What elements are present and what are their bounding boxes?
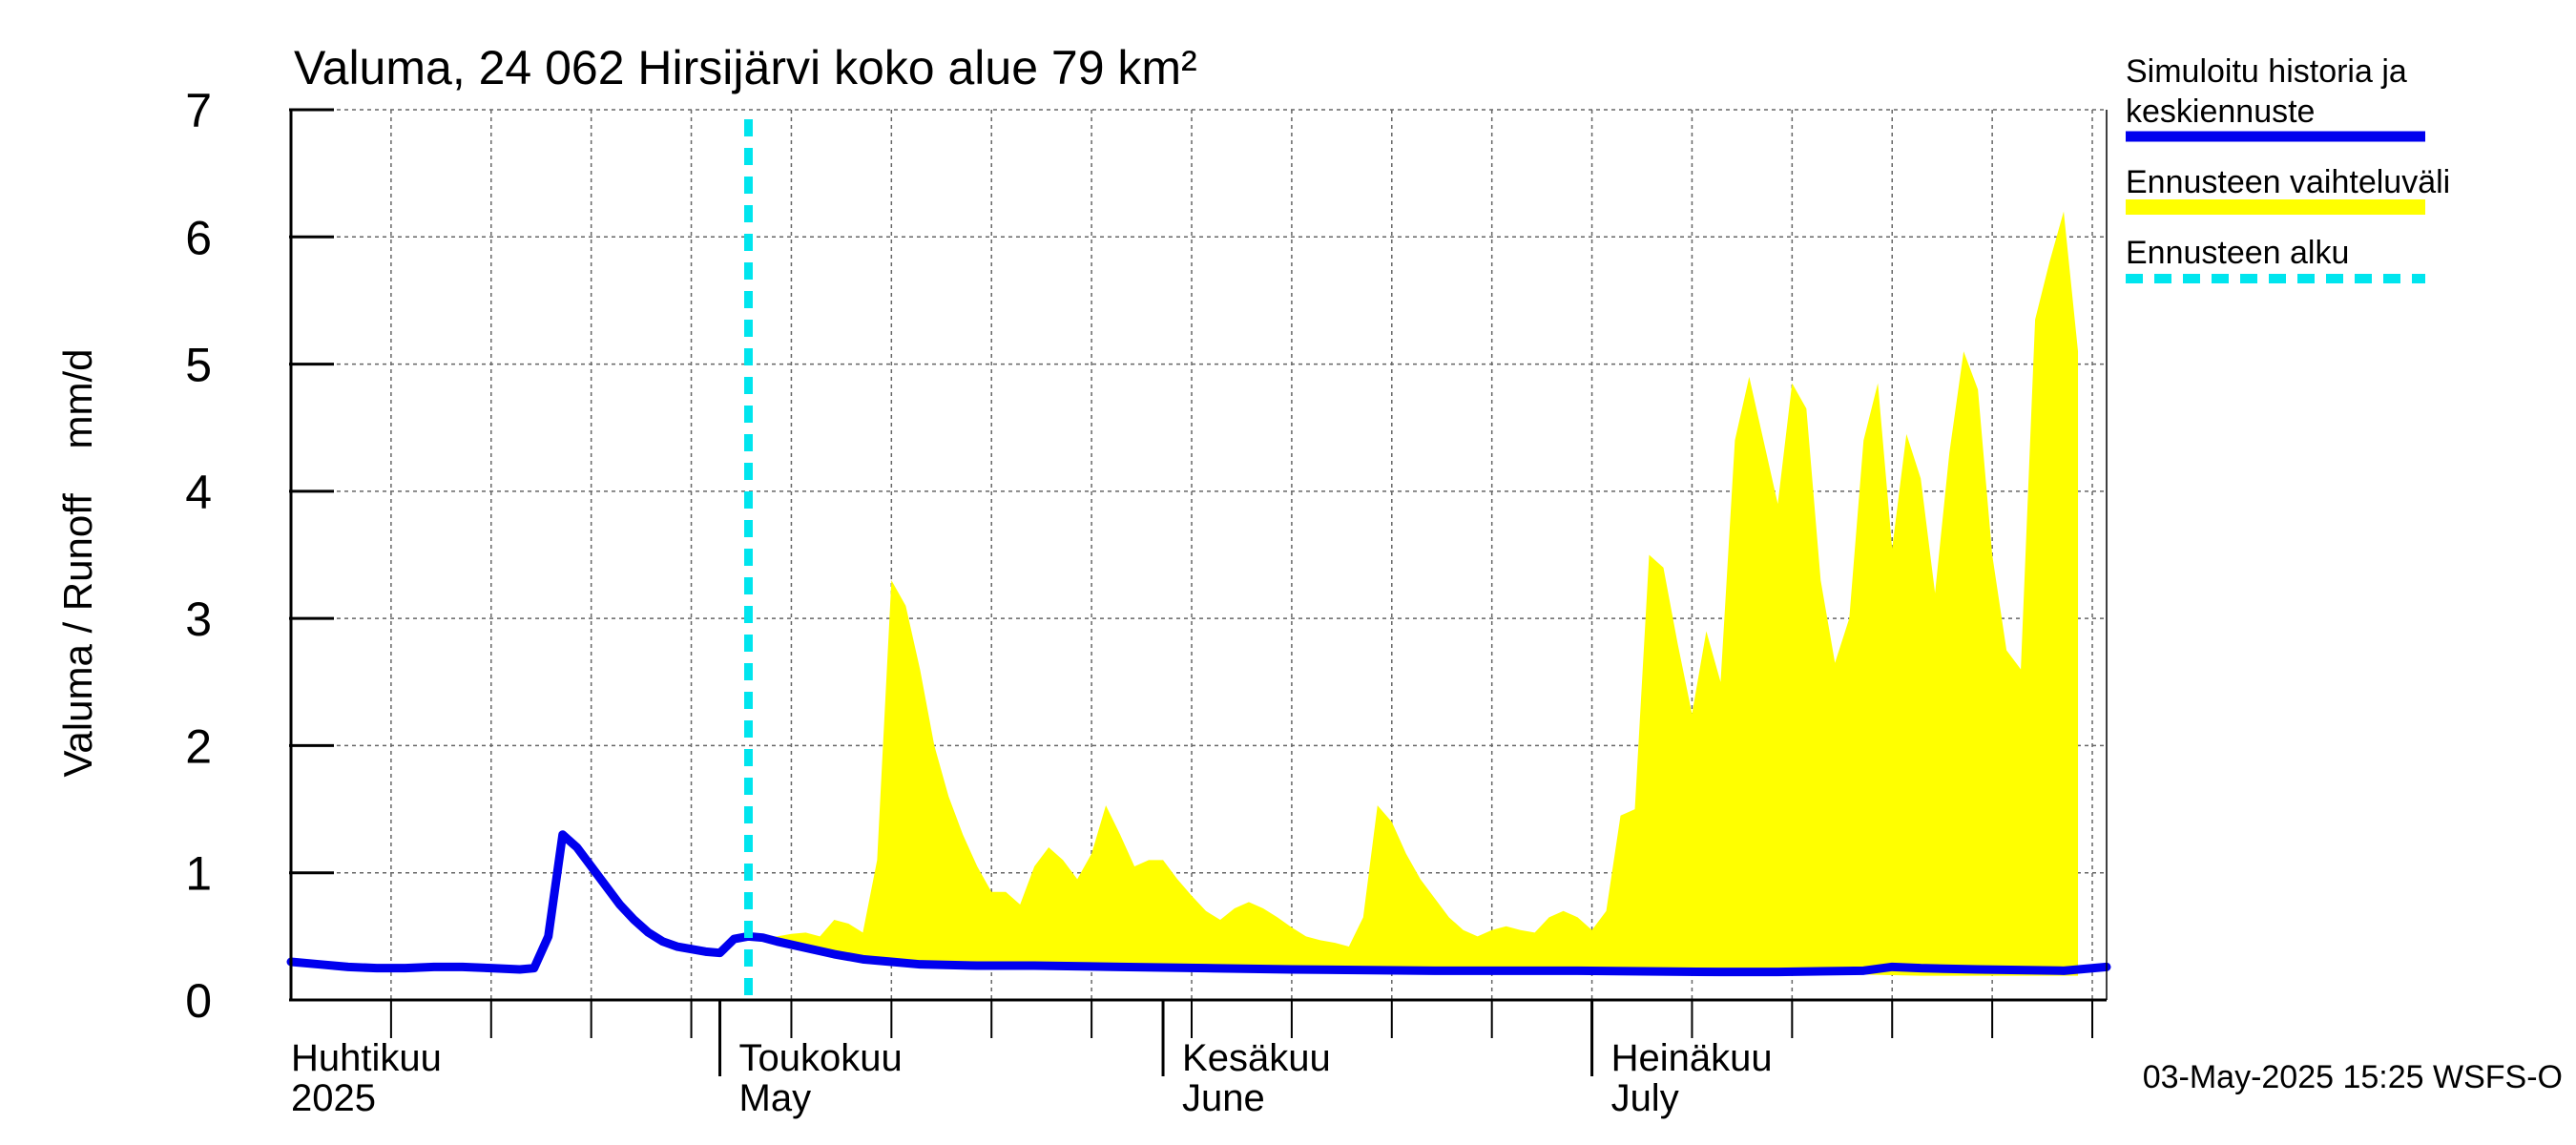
forecast-range-area [748,211,2079,976]
month-label-en-1: May [739,1077,812,1119]
month-label-fi-2: Kesäkuu [1182,1037,1331,1079]
legend-history-label-2: keskiennuste [2126,94,2315,130]
month-label-fi-0: Huhtikuu [291,1037,442,1079]
history-polyline [286,830,2111,977]
y-tick-labels: 0 1 2 3 4 5 6 7 [185,84,212,1028]
y-tick-label-5: 5 [185,339,212,392]
legend-history-label-1: Simuloitu historia ja [2126,53,2407,90]
month-label-fi-1: Toukokuu [739,1037,903,1079]
y-tick-label-4: 4 [185,466,212,519]
y-tick-label-6: 6 [185,211,212,264]
legend-start-label: Ennusteen alku [2126,235,2349,271]
y-axis-label: Valuma / Runoff mm/d [55,349,100,778]
y-tick-label-3: 3 [185,593,212,646]
axes [289,108,2108,1076]
y-tick-label-2: 2 [185,719,212,773]
footer-timestamp: 03-May-2025 15:25 WSFS-O [2143,1059,2563,1095]
legend: Simuloitu historia ja keskiennuste Ennus… [2126,53,2450,283]
history-line [286,830,2111,977]
month-label-en-2: June [1182,1077,1265,1119]
y-tick-label-1: 1 [185,847,212,901]
legend-range-label: Ennusteen vaihteluväli [2126,164,2450,200]
month-label-en-0: 2025 [291,1077,376,1119]
month-label-en-3: July [1611,1077,1679,1119]
y-tick-label-7: 7 [185,84,212,137]
chart-title: Valuma, 24 062 Hirsijärvi koko alue 79 k… [294,41,1197,94]
forecast-range-polygon [748,211,2079,976]
month-label-fi-3: Heinäkuu [1611,1037,1773,1079]
y-tick-label-0: 0 [185,974,212,1028]
